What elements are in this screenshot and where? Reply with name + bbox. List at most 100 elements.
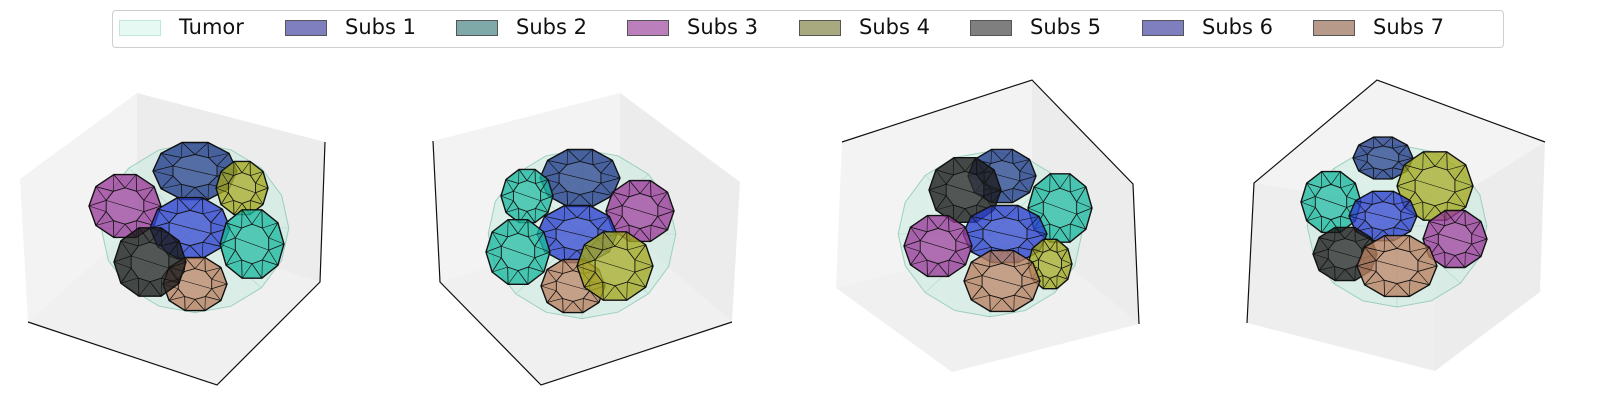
subregion-subs-7: [1356, 234, 1438, 298]
subregion-subs-2-edge: [1027, 207, 1044, 215]
subregion-subs-6-edge: [157, 208, 170, 223]
subregion-subs-3-edge: [657, 216, 668, 230]
subregion-subs-1-edge: [1382, 169, 1393, 180]
subregion-subs-4-edge: [576, 265, 596, 273]
subregion-subs-5-edge: [976, 169, 995, 176]
subregion-subs-7-edge: [211, 267, 222, 280]
subregion-subs-2b-edge: [485, 251, 502, 259]
subregion-subs-4-edge: [1049, 278, 1058, 289]
subregion-subs-2-edge: [500, 195, 514, 202]
subregion-subs-1-edge: [152, 165, 174, 172]
subregion-subs-2-edge: [526, 169, 536, 181]
subregion-subs-2-edge: [1306, 207, 1316, 222]
subregion-subs-3-edge: [135, 174, 138, 192]
subregion-subs-2-edge: [1306, 182, 1322, 189]
subregion-subs-4-edge: [1447, 201, 1466, 208]
subregion-subs-4-edge: [250, 171, 264, 176]
subregion-subs-3-edge: [955, 251, 966, 265]
legend-swatch: [1142, 20, 1184, 36]
axis-edge: [27, 141, 326, 386]
subregion-subs-2-edge: [1033, 186, 1050, 193]
subregion-subs-2-edge: [1306, 215, 1322, 222]
axis-edge: [841, 79, 1140, 325]
subregion-subs-7-edge: [1021, 280, 1041, 287]
subregion-subs-5-edge: [953, 157, 955, 175]
subregion-subs-1-edge: [194, 142, 209, 155]
subregion-subs-6-edge: [1372, 190, 1384, 202]
subregion-subs-4-edge: [1404, 164, 1423, 171]
subregion-subs-7-edge: [1417, 271, 1430, 286]
subregion-subs-6-edge: [1004, 205, 1019, 218]
subregion-subs-6-edge: [189, 197, 203, 211]
subregion-subs-6-edge: [597, 216, 610, 230]
subregion-subs-4-edge: [1454, 164, 1467, 181]
subregion-subs-2-edge: [1070, 186, 1086, 193]
subregion-subs-2-edge: [268, 222, 279, 239]
subregion-subs-2-edge: [1321, 171, 1332, 185]
subregion-subs-3-edge: [955, 240, 973, 247]
subregion-subs-6-edge: [576, 205, 590, 218]
subregion-subs-7-edge: [1409, 280, 1411, 297]
subregion-subs-1-edge: [1001, 191, 1013, 203]
subregion-subs-5-edge: [1318, 258, 1329, 271]
subregion-subs-2-edge: [505, 208, 519, 213]
subregion-subs-6-edge: [1355, 200, 1366, 212]
subregion-subs-2-edge: [1043, 201, 1077, 215]
subregion-subs-7-edge: [572, 301, 584, 313]
subregion-subs-7-edge: [547, 298, 563, 303]
subregion-subs-4-edge: [1061, 248, 1069, 260]
subregion-subs-2-edge: [226, 259, 242, 266]
subregion-subs-2b-edge: [491, 231, 502, 247]
subregion-subs-1-edge: [547, 159, 568, 166]
axis-edge: [1246, 79, 1546, 324]
subregion-subs-3-edge: [1444, 210, 1456, 223]
subregion-subs-4-edge: [1038, 259, 1062, 269]
subregion-subs-2-edge: [505, 179, 519, 184]
subregion-subs-5-edge: [935, 169, 947, 185]
subregion-subs-5-edge: [138, 227, 151, 243]
subregion-subs-2-edge: [268, 243, 285, 251]
subregion-subs-2-edge: [540, 190, 554, 197]
subregion-subs-3-edge: [95, 220, 114, 226]
subregion-subs-3-edge: [95, 186, 114, 192]
legend-label: Subs 7: [1373, 15, 1444, 39]
subregion-subs-4-edge: [627, 281, 646, 288]
subregion-subs-6-edge: [544, 216, 557, 230]
subregion-subs-1-edge: [152, 170, 174, 177]
subregion-subs-6-edge: [149, 222, 170, 229]
subregion-subs-5-edge: [1312, 248, 1329, 255]
subregion-subs-7-edge: [184, 257, 196, 269]
subregion-subs-1-edge: [559, 172, 601, 184]
subregion-subs-7-edge: [1014, 261, 1033, 268]
subregion-subs-7-edge: [989, 250, 1003, 264]
subregion-subs-7-edge: [178, 278, 212, 290]
subregion-subs-5-edge: [1344, 269, 1356, 281]
legend-label: Subs 3: [687, 15, 758, 39]
subregion-subs-7-edge: [1013, 250, 1015, 267]
subregion-subs-6-edge: [202, 208, 223, 215]
subregion-subs-2-edge: [540, 179, 549, 192]
subregion-subs-6-edge: [177, 197, 191, 211]
subregion-subs-5-edge: [168, 261, 187, 269]
subregion-subs-1-edge: [1019, 170, 1037, 177]
subregion-subs-4-edge: [1061, 259, 1073, 265]
subregion-subs-2-edge: [241, 263, 253, 279]
subregion-subs-2-edge: [268, 249, 279, 266]
subregion-subs-5-edge: [983, 189, 1002, 197]
subregion-subs-2-edge: [262, 259, 279, 266]
subregion-subs-4-edge: [1042, 278, 1051, 289]
subregion-subs-4-edge: [228, 182, 256, 194]
subregion-subs-7-edge: [1364, 246, 1385, 253]
subregion-subs-1: [1352, 136, 1414, 180]
subregion-subs-3-edge: [113, 174, 115, 192]
subregion-subs-5-edge: [935, 169, 954, 176]
subregion-subs-1-edge: [172, 165, 218, 177]
subregion-subs-1-edge: [579, 149, 593, 162]
subregion-subs-6-edge: [1018, 216, 1040, 221]
subregion-subs-6-edge: [1393, 227, 1411, 232]
subregion-subs-2-edge: [500, 190, 514, 197]
subregion-subs-4-edge: [1415, 179, 1455, 193]
subregion-subs-1-edge: [1398, 153, 1414, 159]
subregion-subs-6-edge: [1348, 211, 1366, 217]
subregion-subs-5-edge: [113, 255, 132, 263]
